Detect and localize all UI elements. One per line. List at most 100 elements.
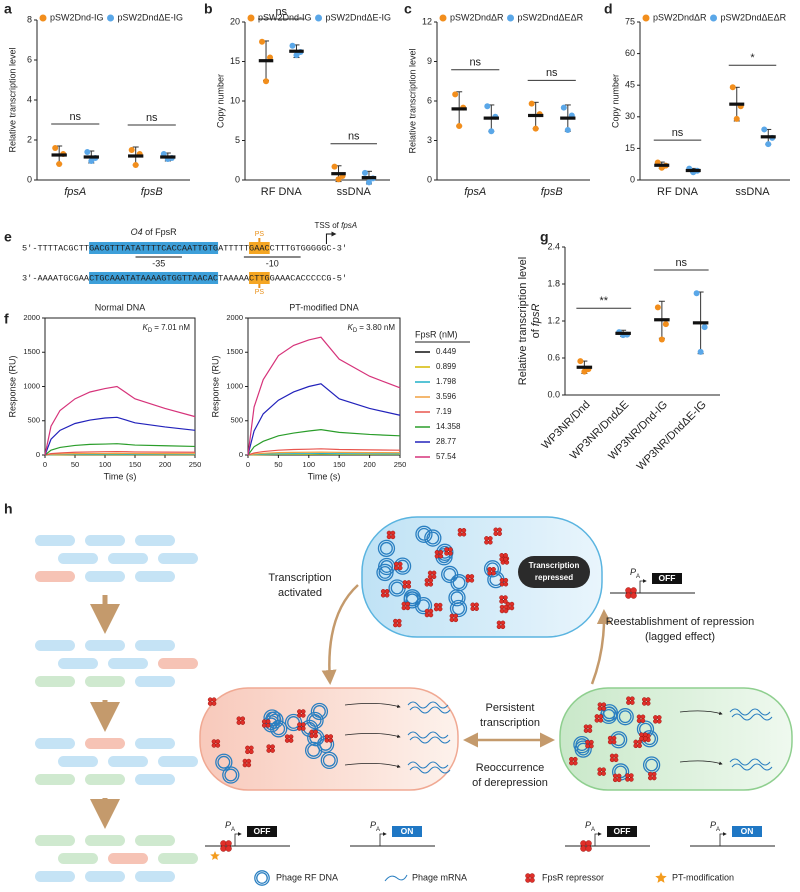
fpsr-repressor [487,536,493,541]
data-point [263,78,270,85]
data-point [365,179,372,186]
fpsr-repressor [499,595,504,600]
y-tick-label: 20 [230,16,240,26]
fpsr-repressor [431,574,437,580]
ps-label: PS [255,289,265,296]
sequence-part: ATTTTT [218,243,249,253]
rf-dna [403,591,421,609]
mean-bar [685,168,701,173]
fpsr-repressor [288,734,294,740]
fpsr-repressor [616,777,622,783]
data-point [128,147,135,153]
x-tick-label: WP3NR/DndΔE-IG [635,399,709,473]
transcription-arrow [679,760,723,765]
promoter-state-box [607,826,637,837]
mean-bar [729,102,745,106]
sequence-part: GAAACACCCCCG-5′ [270,273,347,283]
fpsr-repressor [651,775,657,781]
cell-pill [135,571,175,582]
fpsr-repressor [629,696,635,702]
rf-dna [614,765,628,779]
cell-derepressed [559,687,793,791]
fpsr-repressor [393,561,399,567]
promoter-subscript: A [591,827,595,833]
panel-letter: c [404,1,412,17]
sequence-part: TAAAAA [218,273,250,283]
mean-bar [289,49,304,53]
fpsr-repressor [607,739,613,745]
cell-pill [35,676,75,687]
cell-pill [135,640,175,651]
legend-marker [710,14,718,22]
mrna [384,874,408,882]
promoter-state-box [732,826,762,837]
fpsr-repressor [630,587,637,594]
fpsr-repressor [236,720,242,725]
fpsr-repressor [470,602,476,608]
y-axis-label: Copy number [610,74,620,128]
mean-bar [654,318,670,322]
fpsr-repressor [656,715,662,720]
fpsr-repressor [496,624,502,630]
y-tick-label: 1000 [23,381,40,390]
legend-label: 0.449 [436,347,457,356]
data-point [733,115,740,122]
cell-repressed [361,516,603,638]
rf-dna [415,525,433,543]
rf-dna [217,755,231,769]
x-tick-label: 150 [129,460,142,469]
fpsr-repressor [583,724,589,730]
promoter-label: PA [225,820,235,832]
kd-symbol: K [143,323,149,332]
fpsr-repressor [503,577,509,583]
promoter-state: OFF [659,573,676,583]
y-tick-label: 4 [27,94,32,104]
promoter-subscript: A [231,827,235,833]
fpsr-repressor [637,743,642,749]
fpsr-repressor [225,840,232,847]
fpsr-repressor [499,577,505,583]
fpsr-repressor [396,622,402,628]
rf-dna [450,574,468,592]
tss-text: TSS of [314,221,341,230]
fpsr-repressor [612,777,618,783]
panel-letter: f [4,311,9,327]
legend-label: pSW2DndΔE-IG [118,12,184,22]
rf-dna [376,563,394,582]
significance-label: ns [469,57,481,69]
data-point [484,103,491,110]
significance-label: ** [599,295,608,307]
y-tick-label: 1500 [23,347,40,356]
fpsr-repressor [572,760,578,766]
mrna [407,701,449,709]
operator-highlight [89,272,219,284]
fpsr-repressor [585,739,590,745]
legend-label: 14.358 [436,422,461,431]
fpsr-repressor [585,743,590,749]
rf-dna [443,567,457,581]
fpsr-repressor [491,566,496,572]
promoter-state-box [247,826,277,837]
y-tick-label: 1.8 [547,278,560,288]
x-tick-label: fpsB [541,186,563,198]
legend-label: 7.19 [436,407,452,416]
fpsr-repressor [503,553,508,558]
legend-label: pSW2DndΔR [450,12,504,22]
fpsr-repressor [393,618,398,624]
data-point [88,158,95,164]
kd-subscript: D [148,328,153,334]
tss-gene: fpsA [341,221,357,230]
fpsr-repressor [653,715,658,720]
mrna [731,763,773,771]
fpsr-repressor [453,617,459,623]
sequence-part: 5′-TTTTACGCTT [22,243,89,253]
fpsr-repressor [461,531,467,537]
fpsr-repressor [240,720,246,725]
promoter-state-box [392,826,422,837]
fpsr-repressor [572,756,578,762]
data-point [267,54,274,61]
fpsr-repressor [601,767,606,773]
fpsr-repressor [525,873,531,879]
mrna [407,731,449,739]
fpsr-repressor [270,748,275,753]
